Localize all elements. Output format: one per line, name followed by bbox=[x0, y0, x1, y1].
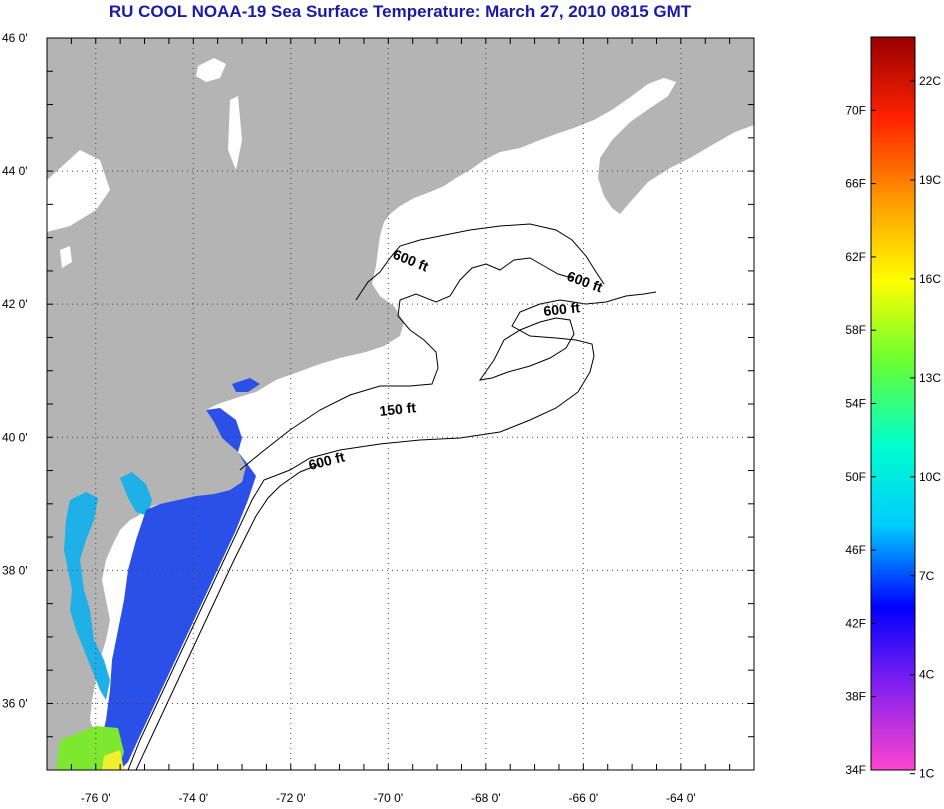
sst-chesapeake-bay bbox=[64, 492, 110, 700]
colorbar-fahrenheit-labels: 70F 66F 62F 58F 54F 50F 46F 42F 38F 34F bbox=[845, 103, 876, 777]
lon-tick-label: -76 0' bbox=[81, 791, 111, 805]
lon-tick-label: -66 0' bbox=[569, 791, 599, 805]
colorbar-f-label: 70F bbox=[845, 103, 866, 117]
colorbar-c-label: 10C bbox=[919, 470, 941, 484]
lat-tick-label: 42 0' bbox=[2, 297, 28, 311]
lat-tick-label: 46 0' bbox=[2, 31, 28, 45]
colorbar-f-label: 38F bbox=[845, 690, 866, 704]
inland-lake bbox=[228, 96, 242, 170]
contour-line-600ft bbox=[127, 291, 657, 770]
colorbar-c-label: 4C bbox=[919, 668, 935, 682]
sst-long-island-sound bbox=[232, 378, 260, 392]
lon-labels: -76 0' -74 0' -72 0' -70 0' -68 0' -66 0' -64 … bbox=[81, 791, 696, 805]
lat-tick-label: 44 0' bbox=[2, 164, 28, 178]
contour-line-600ft-gulf bbox=[355, 223, 605, 301]
map-layers bbox=[47, 38, 754, 770]
colorbar-f-label: 66F bbox=[845, 177, 866, 191]
map-ticks bbox=[46, 37, 755, 771]
lon-tick-label: -72 0' bbox=[276, 791, 306, 805]
inland-lake bbox=[60, 246, 72, 268]
colorbar-f-label: 46F bbox=[845, 543, 866, 557]
land-mass-us-canada bbox=[47, 38, 754, 770]
colorbar-bar bbox=[870, 36, 916, 771]
lat-tick-label: 38 0' bbox=[2, 563, 28, 577]
colorbar-c-label: 19C bbox=[919, 173, 941, 187]
colorbar-c-label: 13C bbox=[919, 371, 941, 385]
contour-line-georges-bank bbox=[478, 317, 575, 381]
colorbar-c-label: 7C bbox=[919, 569, 935, 583]
contour-line-shelf-edge bbox=[135, 463, 321, 770]
colorbar-c-label: 22C bbox=[919, 74, 941, 88]
contour-label: 150 ft bbox=[379, 399, 417, 419]
colorbar-f-label: 34F bbox=[845, 763, 866, 777]
colorbar-celsius-labels: 22C 19C 16C 13C 10C 7C 4C 1C bbox=[910, 74, 941, 781]
bay-of-fundy-water bbox=[556, 78, 676, 186]
lon-tick-label: -64 0' bbox=[666, 791, 696, 805]
lon-tick-label: -70 0' bbox=[373, 791, 403, 805]
lat-tick-label: 40 0' bbox=[2, 430, 28, 444]
colorbar-c-label: 1C bbox=[919, 767, 935, 781]
colorbar-f-label: 54F bbox=[845, 397, 866, 411]
inland-lake bbox=[47, 150, 110, 232]
sst-swath-cold bbox=[98, 408, 256, 770]
lon-tick-label: -74 0' bbox=[178, 791, 208, 805]
sst-warm-core bbox=[102, 750, 124, 770]
inland-lake bbox=[196, 58, 226, 82]
colorbar-f-label: 58F bbox=[845, 323, 866, 337]
colorbar-f-label: 62F bbox=[845, 250, 866, 264]
sst-delaware-bay bbox=[120, 472, 152, 516]
contour-label: 600 ft bbox=[543, 299, 581, 319]
map-title: RU COOL NOAA-19 Sea Surface Temperature:… bbox=[108, 2, 692, 21]
graticule bbox=[47, 38, 754, 770]
colorbar-f-label: 50F bbox=[845, 470, 866, 484]
colorbar-c-label: 16C bbox=[919, 272, 941, 286]
lon-tick-label: -68 0' bbox=[471, 791, 501, 805]
contour-line-150ft bbox=[239, 257, 573, 471]
lat-labels: 46 0' 44 0' 42 0' 40 0' 38 0' 36 0' bbox=[2, 31, 28, 710]
lat-tick-label: 36 0' bbox=[2, 696, 28, 710]
colorbar-f-label: 42F bbox=[845, 616, 866, 630]
